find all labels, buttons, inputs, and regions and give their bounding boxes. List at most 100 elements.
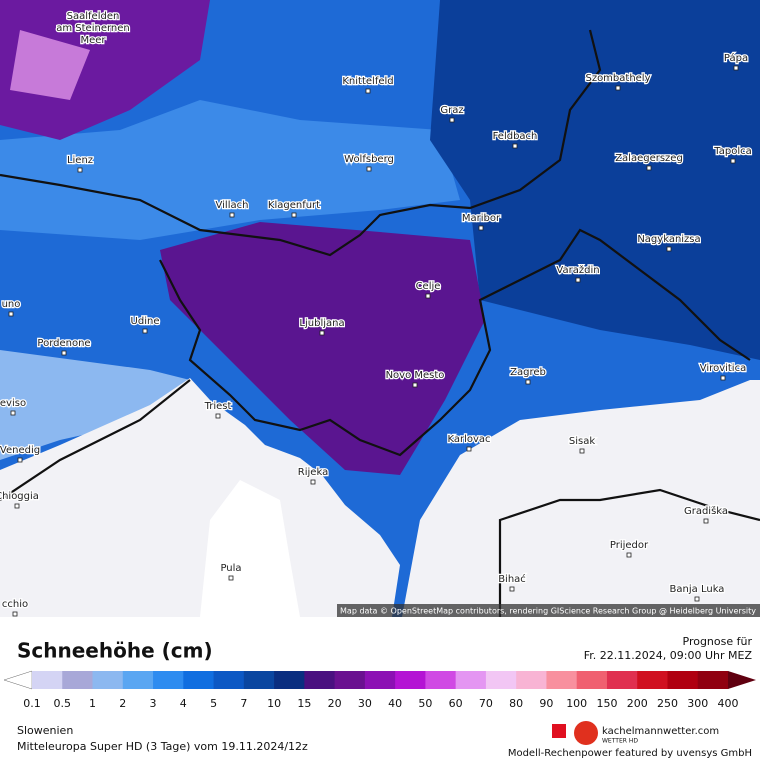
legend-label: 3 — [150, 697, 157, 710]
legend-swatch — [274, 671, 305, 689]
city-label: Udine — [131, 316, 160, 327]
city-marker — [509, 586, 515, 592]
city-marker — [615, 85, 621, 91]
city-label: Pordenone — [37, 338, 90, 349]
kachelmann-logo — [574, 721, 598, 745]
city-label: Feldbach — [493, 131, 538, 142]
city-marker — [730, 158, 736, 164]
legend-swatch — [153, 671, 184, 689]
legend-label: 150 — [596, 697, 617, 710]
legend-swatch — [395, 671, 426, 689]
legend-swatch — [92, 671, 124, 689]
city-marker — [365, 88, 371, 94]
sea — [0, 378, 400, 617]
legend-label: 20 — [328, 697, 342, 710]
city-marker — [61, 350, 67, 356]
region: Slowenien — [17, 724, 73, 737]
legend-label: 10 — [267, 697, 281, 710]
city-label: Chioggia — [0, 491, 39, 502]
credit: Modell-Rechenpower featured by uvensys G… — [508, 748, 752, 759]
legend-label: 250 — [657, 697, 678, 710]
legend-swatch — [637, 671, 668, 689]
city-label: Bihać — [498, 573, 526, 585]
legend-swatch — [304, 671, 336, 689]
legend-swatch — [667, 671, 699, 689]
city-marker — [366, 166, 372, 172]
city-label: uno — [2, 299, 21, 310]
city-label: Sisak — [569, 436, 595, 447]
legend-label: 7 — [240, 697, 247, 710]
city-label: Saalfelden — [67, 11, 120, 22]
attribution: Map data © OpenStreetMap contributors, r… — [340, 607, 756, 616]
city-marker — [291, 212, 297, 218]
city-label: cchio — [2, 599, 28, 610]
legend-swatch — [516, 671, 547, 689]
city-marker — [142, 328, 148, 334]
city-marker — [720, 375, 726, 381]
city-marker — [579, 448, 585, 454]
city-marker — [733, 65, 739, 71]
city-label: Banja Luka — [670, 584, 725, 595]
legend-label: 2 — [119, 697, 126, 710]
city-label: Klagenfurt — [268, 200, 320, 211]
city-label: Virovitica — [700, 363, 746, 374]
city-marker — [10, 410, 16, 416]
legend-label: 4 — [180, 697, 187, 710]
city-marker — [215, 413, 221, 419]
city-marker — [412, 382, 418, 388]
city-label: Meer — [80, 35, 106, 46]
city-label: Knittelfeld — [342, 76, 393, 87]
city-label: Graz — [440, 105, 463, 116]
city-marker — [466, 446, 472, 452]
city-marker — [14, 503, 20, 509]
legend-swatch — [697, 671, 729, 689]
legend-swatch — [213, 671, 245, 689]
city-label: Rijeka — [298, 467, 328, 478]
city-label: Celje — [416, 281, 441, 292]
legend-label: 300 — [687, 697, 708, 710]
legend-title: Schneehöhe (cm) — [17, 639, 213, 663]
map: Map data © OpenStreetMap contributors, r… — [0, 0, 760, 617]
legend-label: 5 — [210, 697, 217, 710]
city-label: Venedig — [0, 445, 40, 456]
city-label: Varaždin — [556, 264, 599, 276]
snow-area — [160, 222, 485, 475]
legend-label: 0.5 — [54, 697, 72, 710]
city-label: Nagykanizsa — [637, 234, 700, 245]
city-label: Triest — [204, 401, 232, 412]
city-label: eviso — [0, 398, 26, 409]
city-marker — [478, 225, 484, 231]
legend-swatch — [243, 671, 275, 689]
legend-label: 1 — [89, 697, 96, 710]
city-label: Pápa — [724, 52, 748, 64]
site: kachelmannwetter.com — [602, 726, 719, 737]
city-label: Maribor — [462, 213, 501, 224]
city-label: Novo Mesto — [386, 370, 445, 381]
city-label: Karlovac — [447, 434, 490, 445]
legend-swatch — [606, 671, 638, 689]
snow-area — [430, 0, 760, 360]
city-marker — [449, 117, 455, 123]
legend-label: 200 — [627, 697, 648, 710]
legend-swatch — [364, 671, 396, 689]
legend-label: 90 — [539, 697, 553, 710]
city-label: Pula — [220, 563, 241, 574]
legend-end — [728, 671, 756, 689]
city-marker — [8, 311, 14, 317]
swiss-logo — [552, 724, 566, 738]
city-label: Prijedor — [610, 540, 649, 551]
legend-swatch — [576, 671, 608, 689]
city-marker — [310, 479, 316, 485]
snow-area — [0, 100, 460, 240]
snow-area — [0, 350, 190, 460]
city-marker — [703, 518, 709, 524]
legend-label: 60 — [449, 697, 463, 710]
legend-label: 50 — [418, 697, 432, 710]
land — [200, 480, 300, 617]
city-label: Gradiška — [684, 505, 728, 517]
legend-label: 80 — [509, 697, 523, 710]
forecast-label: Prognose für — [683, 635, 753, 648]
legend-label: 0.1 — [23, 697, 41, 710]
borders — [0, 29, 760, 617]
